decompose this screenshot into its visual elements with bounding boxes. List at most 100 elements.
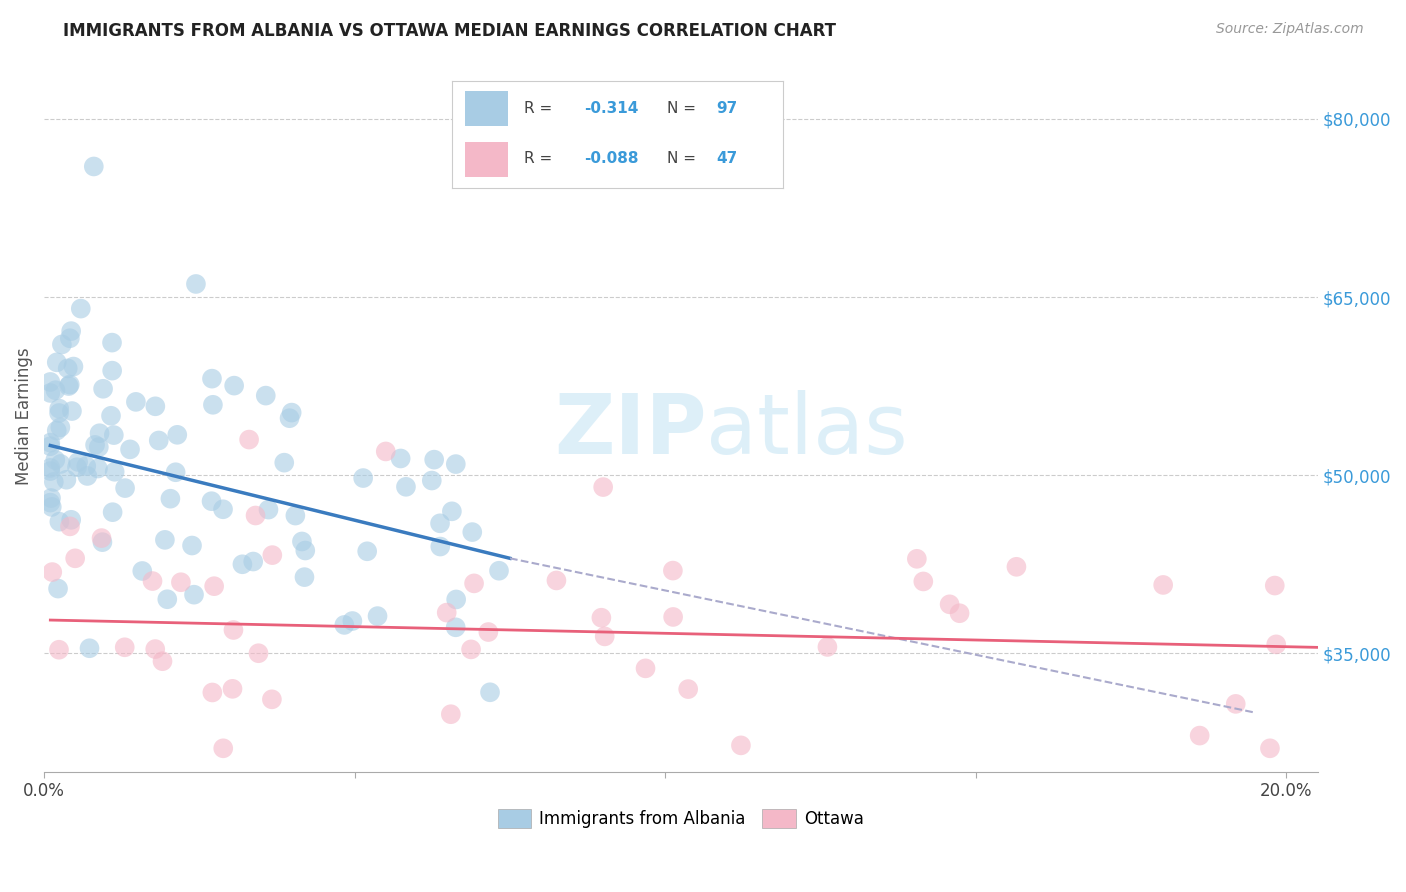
Point	[39, 435, 62, 450]
Point	[477, 625, 499, 640]
Point	[76, 469, 98, 483]
Point	[59, 519, 82, 533]
Point	[429, 540, 451, 554]
Point	[58, 379, 80, 393]
Point	[815, 640, 838, 654]
Point	[48, 406, 70, 420]
Point	[75, 459, 97, 474]
Point	[48, 642, 70, 657]
Point	[730, 739, 752, 753]
Point	[262, 548, 284, 562]
Point	[662, 564, 685, 578]
Point	[41, 565, 63, 579]
Point	[461, 525, 484, 540]
Point	[56, 361, 79, 376]
Point	[1005, 559, 1028, 574]
Point	[62, 359, 84, 374]
Point	[131, 564, 153, 578]
Point	[83, 160, 105, 174]
Point	[254, 389, 277, 403]
Point	[1188, 729, 1211, 743]
Point	[118, 442, 141, 457]
Point	[395, 480, 418, 494]
Point	[152, 654, 174, 668]
Point	[48, 515, 70, 529]
Point	[39, 461, 62, 475]
Point	[100, 409, 122, 423]
Point	[103, 428, 125, 442]
Point	[48, 401, 70, 416]
Point	[280, 406, 302, 420]
Point	[90, 531, 112, 545]
Point	[212, 741, 235, 756]
Point	[87, 440, 110, 454]
Point	[165, 465, 187, 479]
Point	[948, 606, 970, 620]
Point	[389, 451, 412, 466]
Point	[46, 582, 69, 596]
Point	[39, 439, 62, 453]
Point	[367, 609, 389, 624]
Point	[101, 364, 124, 378]
Point	[260, 692, 283, 706]
Point	[294, 543, 316, 558]
Point	[101, 505, 124, 519]
Point	[273, 456, 295, 470]
Point	[156, 592, 179, 607]
Point	[59, 331, 82, 345]
Text: Source: ZipAtlas.com: Source: ZipAtlas.com	[1216, 22, 1364, 37]
Point	[39, 464, 62, 478]
Point	[546, 574, 568, 588]
Point	[238, 433, 260, 447]
Point	[257, 502, 280, 516]
Point	[1265, 637, 1288, 651]
Point	[1264, 578, 1286, 592]
Point	[159, 491, 181, 506]
Point	[63, 551, 86, 566]
Point	[60, 404, 83, 418]
Point	[242, 555, 264, 569]
Point	[444, 592, 467, 607]
Point	[39, 491, 62, 505]
Point	[39, 386, 62, 401]
Point	[114, 481, 136, 495]
Point	[143, 642, 166, 657]
Legend: Immigrants from Albania, Ottawa: Immigrants from Albania, Ottawa	[491, 803, 870, 835]
Point	[245, 508, 267, 523]
Point	[463, 576, 485, 591]
Point	[104, 465, 127, 479]
Point	[423, 452, 446, 467]
Point	[114, 640, 136, 655]
Point	[101, 335, 124, 350]
Point	[488, 564, 510, 578]
Point	[44, 383, 66, 397]
Point	[440, 504, 463, 518]
Point	[222, 623, 245, 637]
Point	[278, 411, 301, 425]
Text: IMMIGRANTS FROM ALBANIA VS OTTAWA MEDIAN EARNINGS CORRELATION CHART: IMMIGRANTS FROM ALBANIA VS OTTAWA MEDIAN…	[63, 22, 837, 40]
Point	[143, 399, 166, 413]
Point	[231, 558, 253, 572]
Point	[49, 420, 72, 434]
Point	[184, 277, 207, 291]
Point	[87, 461, 110, 475]
Point	[141, 574, 163, 588]
Point	[202, 579, 225, 593]
Point	[436, 606, 458, 620]
Point	[45, 355, 67, 369]
Point	[342, 614, 364, 628]
Point	[201, 685, 224, 699]
Point	[444, 620, 467, 634]
Point	[201, 398, 224, 412]
Point	[170, 575, 193, 590]
Point	[479, 685, 502, 699]
Point	[183, 588, 205, 602]
Point	[148, 434, 170, 448]
Point	[181, 539, 204, 553]
Point	[291, 534, 314, 549]
Point	[420, 474, 443, 488]
Point	[91, 535, 114, 549]
Point	[676, 682, 699, 697]
Point	[125, 395, 148, 409]
Point	[39, 495, 62, 509]
